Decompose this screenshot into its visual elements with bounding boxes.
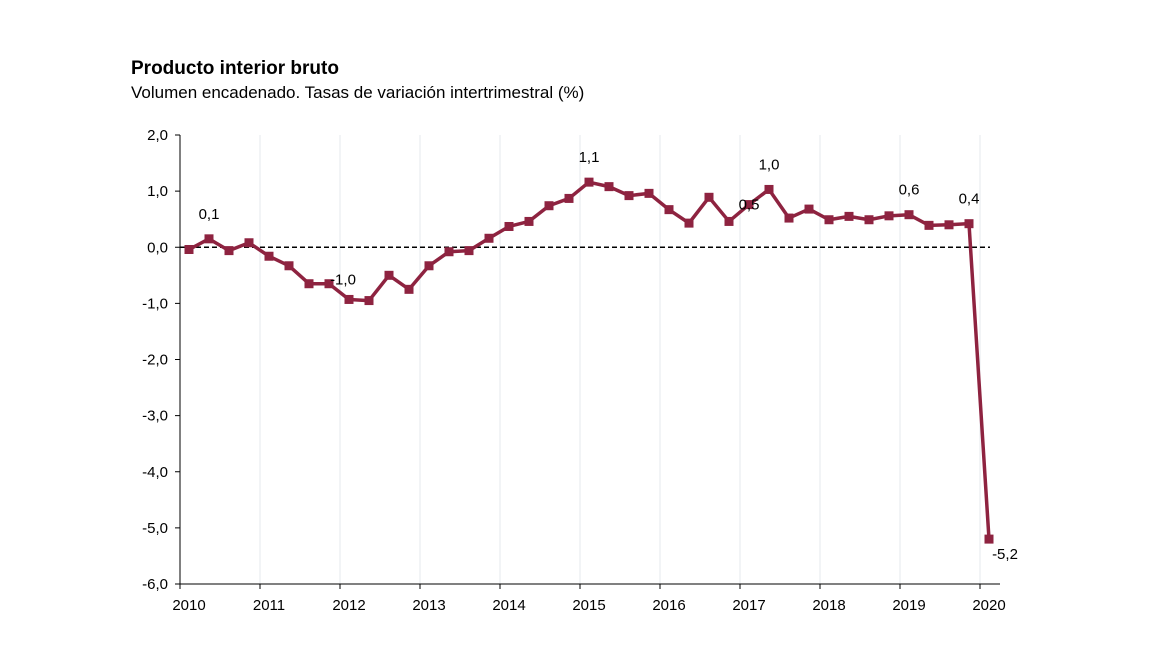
series-line [188, 180, 991, 540]
data-point [944, 220, 954, 230]
data-point [664, 205, 674, 215]
data-point [904, 210, 914, 220]
data-point [644, 188, 654, 198]
data-label: 0,4 [959, 191, 980, 208]
data-point [984, 534, 994, 544]
x-tick-label: 2020 [972, 597, 1005, 614]
data-point [624, 191, 634, 201]
x-tick-label: 2010 [172, 597, 205, 614]
data-point [204, 234, 214, 244]
data-point [924, 220, 934, 230]
data-point [184, 244, 194, 254]
data-point [484, 233, 494, 243]
y-tick-label: -5,0 [142, 520, 168, 537]
data-point [224, 246, 234, 256]
x-tick-label: 2013 [412, 597, 445, 614]
data-label: 0,1 [199, 206, 220, 223]
data-point [844, 211, 854, 221]
x-tick-label: 2017 [732, 597, 765, 614]
data-point [584, 177, 594, 187]
x-tick-label: 2018 [812, 597, 845, 614]
data-point [504, 221, 514, 231]
data-point [244, 238, 254, 248]
data-point [404, 284, 414, 294]
chart-subtitle: Volumen encadenado. Tasas de variación i… [131, 83, 585, 102]
data-point [544, 201, 554, 211]
x-tick-label: 2014 [492, 597, 525, 614]
data-point [864, 215, 874, 225]
data-point [464, 246, 474, 256]
data-label: 0,5 [739, 196, 760, 213]
x-tick-label: 2011 [253, 597, 285, 614]
data-point [384, 270, 394, 280]
data-point [364, 296, 374, 306]
y-tick-label: -1,0 [142, 295, 168, 312]
data-label: 1,0 [759, 156, 780, 173]
data-point [684, 218, 694, 228]
data-point [704, 192, 714, 202]
data-label: 0,6 [899, 182, 920, 199]
data-label: 1,1 [579, 149, 600, 166]
data-point [604, 182, 614, 192]
data-point [724, 216, 734, 226]
y-tick-label: -3,0 [142, 408, 168, 425]
data-point [824, 215, 834, 225]
data-point [884, 211, 894, 221]
y-tick-label: -2,0 [142, 352, 168, 369]
data-label: -5,2 [992, 546, 1018, 563]
y-tick-label: -4,0 [142, 464, 168, 481]
data-point [264, 251, 274, 261]
x-tick-label: 2015 [572, 597, 605, 614]
chart-title: Producto interior bruto [131, 58, 339, 79]
y-tick-label: 2,0 [147, 127, 168, 144]
y-tick-label: -6,0 [142, 576, 168, 593]
data-point [764, 184, 774, 194]
data-point [744, 200, 754, 210]
data-point [524, 216, 534, 226]
data-point [424, 261, 434, 271]
data-point [284, 261, 294, 271]
y-tick-label: 1,0 [147, 183, 168, 200]
data-point [444, 247, 454, 257]
x-tick-label: 2012 [332, 597, 365, 614]
x-tick-label: 2019 [892, 597, 925, 614]
y-tick-label: 0,0 [147, 239, 168, 256]
data-point [324, 279, 334, 289]
data-point [344, 294, 354, 304]
data-point [964, 219, 974, 229]
data-point [304, 279, 314, 289]
data-label: -1,0 [330, 272, 356, 289]
x-tick-label: 2016 [652, 597, 685, 614]
data-point [784, 213, 794, 223]
data-point [564, 193, 574, 203]
data-point [804, 204, 814, 214]
